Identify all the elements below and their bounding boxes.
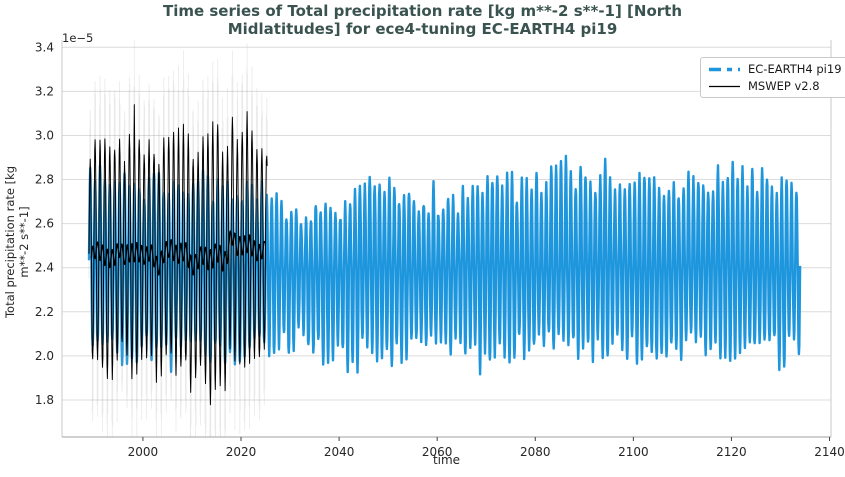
y-axis-offset-text: 1e−5 <box>62 31 94 45</box>
x-axis-label: time <box>432 453 461 467</box>
y-tick-label: 2.4 <box>35 261 54 275</box>
series-mswep <box>88 104 268 406</box>
legend-label-obs: MSWEP v2.8 <box>748 79 820 93</box>
y-tick-label: 2.2 <box>35 305 54 319</box>
series-layer <box>87 40 802 437</box>
x-tick-label: 2100 <box>618 445 649 459</box>
chart-title-line2: Midlatitudes] for ece4-tuning EC-EARTH4 … <box>227 19 618 38</box>
chart-title-line1: Time series of Total precipitation rate … <box>162 2 683 20</box>
y-tick-label: 3.2 <box>35 84 54 98</box>
x-tick-label: 2080 <box>520 445 551 459</box>
series-mswep-running-mean <box>90 230 266 276</box>
y-tick-label: 3.4 <box>35 40 54 54</box>
legend-label-model: EC-EARTH4 pi19 <box>748 62 842 76</box>
x-tick-label: 2000 <box>128 445 159 459</box>
y-tick-label: 2.8 <box>35 173 54 187</box>
x-tick-label: 2140 <box>814 445 845 459</box>
legend-entry-model: EC-EARTH4 pi19 <box>708 62 842 76</box>
legend: EC-EARTH4 pi19 MSWEP v2.8 <box>700 57 845 98</box>
legend-line-model-icon <box>709 67 740 71</box>
y-tick-label: 2.0 <box>35 349 54 363</box>
x-tick-label: 2020 <box>226 445 257 459</box>
y-tick-label: 3.0 <box>35 128 54 142</box>
chart-title: Time series of Total precipitation rate … <box>0 2 845 38</box>
legend-line-obs-icon <box>709 85 740 87</box>
x-tick-label: 2120 <box>716 445 747 459</box>
y-tick-label: 2.6 <box>35 217 54 231</box>
legend-entry-obs: MSWEP v2.8 <box>708 79 842 93</box>
x-tick-label: 2060 <box>422 445 453 459</box>
x-tick-label: 2040 <box>324 445 355 459</box>
y-axis-label: Total precipitation rate [kgm**-2 s**-1] <box>3 166 31 319</box>
y-tick-label: 1.8 <box>35 393 54 407</box>
